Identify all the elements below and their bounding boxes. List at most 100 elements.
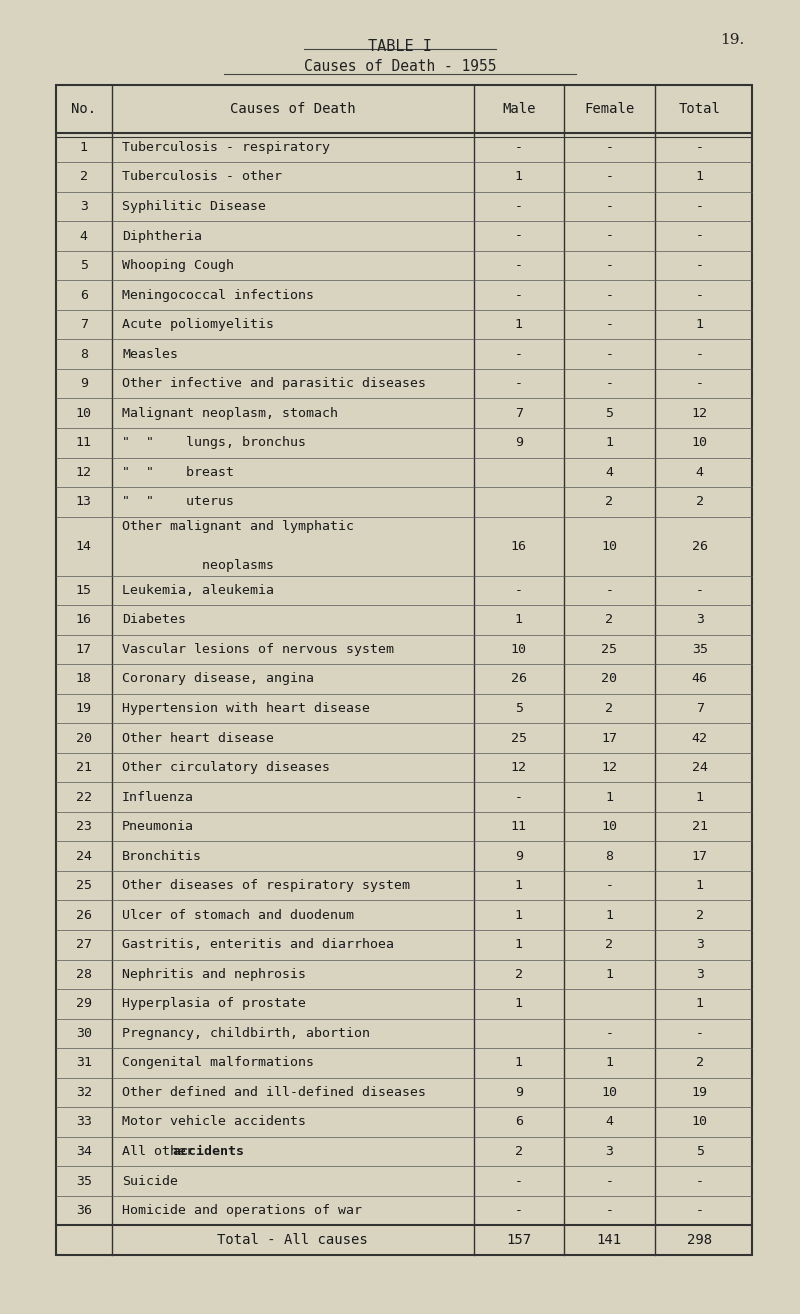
Text: 1: 1 xyxy=(696,791,704,804)
Text: 4: 4 xyxy=(606,465,614,478)
Text: "  "    lungs, bronchus: " " lungs, bronchus xyxy=(122,436,306,449)
Text: 10: 10 xyxy=(511,643,527,656)
Text: 18: 18 xyxy=(76,673,92,686)
Text: 3: 3 xyxy=(696,968,704,980)
Text: 25: 25 xyxy=(511,732,527,745)
Text: -: - xyxy=(515,583,523,597)
Text: 10: 10 xyxy=(602,1085,618,1099)
Text: Other heart disease: Other heart disease xyxy=(122,732,274,745)
Text: 1: 1 xyxy=(515,938,523,951)
Text: 1: 1 xyxy=(606,791,614,804)
Text: 8: 8 xyxy=(606,850,614,863)
Text: 1: 1 xyxy=(606,909,614,921)
Text: 20: 20 xyxy=(76,732,92,745)
Text: -: - xyxy=(606,259,614,272)
Text: 2: 2 xyxy=(515,1144,523,1158)
Text: Ulcer of stomach and duodenum: Ulcer of stomach and duodenum xyxy=(122,909,354,921)
Text: All other: All other xyxy=(122,1144,202,1158)
Text: 1: 1 xyxy=(515,997,523,1010)
Text: 23: 23 xyxy=(76,820,92,833)
Text: 4: 4 xyxy=(80,230,88,243)
Text: -: - xyxy=(606,200,614,213)
Text: 33: 33 xyxy=(76,1116,92,1129)
Text: 11: 11 xyxy=(76,436,92,449)
Text: 12: 12 xyxy=(692,407,708,419)
Text: "  "    breast: " " breast xyxy=(122,465,234,478)
Text: 28: 28 xyxy=(76,968,92,980)
Text: 31: 31 xyxy=(76,1056,92,1070)
Text: 3: 3 xyxy=(80,200,88,213)
Text: -: - xyxy=(515,200,523,213)
Text: 157: 157 xyxy=(506,1233,531,1247)
Text: 7: 7 xyxy=(696,702,704,715)
Text: 12: 12 xyxy=(602,761,618,774)
Text: -: - xyxy=(606,377,614,390)
Text: -: - xyxy=(696,230,704,243)
Text: 9: 9 xyxy=(515,436,523,449)
Text: -: - xyxy=(696,348,704,360)
Text: -: - xyxy=(515,289,523,302)
Text: -: - xyxy=(515,259,523,272)
Text: 1: 1 xyxy=(696,171,704,184)
Text: -: - xyxy=(515,377,523,390)
Text: Male: Male xyxy=(502,102,535,116)
Text: No.: No. xyxy=(71,102,97,116)
Text: 5: 5 xyxy=(515,702,523,715)
Text: -: - xyxy=(606,583,614,597)
Text: Tuberculosis - respiratory: Tuberculosis - respiratory xyxy=(122,141,330,154)
Text: 4: 4 xyxy=(696,465,704,478)
Text: 10: 10 xyxy=(602,540,618,553)
Text: accidents: accidents xyxy=(172,1144,244,1158)
Text: 24: 24 xyxy=(76,850,92,863)
Text: 32: 32 xyxy=(76,1085,92,1099)
Text: 20: 20 xyxy=(602,673,618,686)
Text: Causes of Death: Causes of Death xyxy=(230,102,355,116)
Text: -: - xyxy=(696,583,704,597)
Text: 2: 2 xyxy=(696,495,704,509)
Text: 6: 6 xyxy=(80,289,88,302)
Text: Diphtheria: Diphtheria xyxy=(122,230,202,243)
Text: Other malignant and lymphatic: Other malignant and lymphatic xyxy=(122,520,354,533)
Text: 21: 21 xyxy=(692,820,708,833)
Text: 7: 7 xyxy=(80,318,88,331)
Text: 5: 5 xyxy=(606,407,614,419)
Text: 26: 26 xyxy=(692,540,708,553)
Text: 16: 16 xyxy=(76,614,92,627)
Text: TABLE I: TABLE I xyxy=(368,39,432,54)
Text: 1: 1 xyxy=(515,1056,523,1070)
Text: 26: 26 xyxy=(511,673,527,686)
Text: 14: 14 xyxy=(76,540,92,553)
Text: Tuberculosis - other: Tuberculosis - other xyxy=(122,171,282,184)
Text: Diabetes: Diabetes xyxy=(122,614,186,627)
Text: 9: 9 xyxy=(515,850,523,863)
Text: 1: 1 xyxy=(515,909,523,921)
Text: 35: 35 xyxy=(76,1175,92,1188)
Text: -: - xyxy=(515,1204,523,1217)
Text: 42: 42 xyxy=(692,732,708,745)
Text: 1: 1 xyxy=(515,171,523,184)
Text: Influenza: Influenza xyxy=(122,791,194,804)
Text: 36: 36 xyxy=(76,1204,92,1217)
Text: 22: 22 xyxy=(76,791,92,804)
Text: 34: 34 xyxy=(76,1144,92,1158)
Text: Measles: Measles xyxy=(122,348,178,360)
Text: 1: 1 xyxy=(606,1056,614,1070)
Text: -: - xyxy=(606,171,614,184)
Text: -: - xyxy=(696,1175,704,1188)
Text: 1: 1 xyxy=(515,879,523,892)
Text: 1: 1 xyxy=(80,141,88,154)
Text: Gastritis, enteritis and diarrhoea: Gastritis, enteritis and diarrhoea xyxy=(122,938,394,951)
Text: 25: 25 xyxy=(76,879,92,892)
Text: 2: 2 xyxy=(606,938,614,951)
Text: 15: 15 xyxy=(76,583,92,597)
Text: 9: 9 xyxy=(80,377,88,390)
Text: Acute poliomyelitis: Acute poliomyelitis xyxy=(122,318,274,331)
Text: -: - xyxy=(606,879,614,892)
Text: -: - xyxy=(606,141,614,154)
Text: 17: 17 xyxy=(76,643,92,656)
Text: 35: 35 xyxy=(692,643,708,656)
Text: Pregnancy, childbirth, abortion: Pregnancy, childbirth, abortion xyxy=(122,1026,370,1039)
Text: 1: 1 xyxy=(606,436,614,449)
Text: Whooping Cough: Whooping Cough xyxy=(122,259,234,272)
Text: 2: 2 xyxy=(696,1056,704,1070)
